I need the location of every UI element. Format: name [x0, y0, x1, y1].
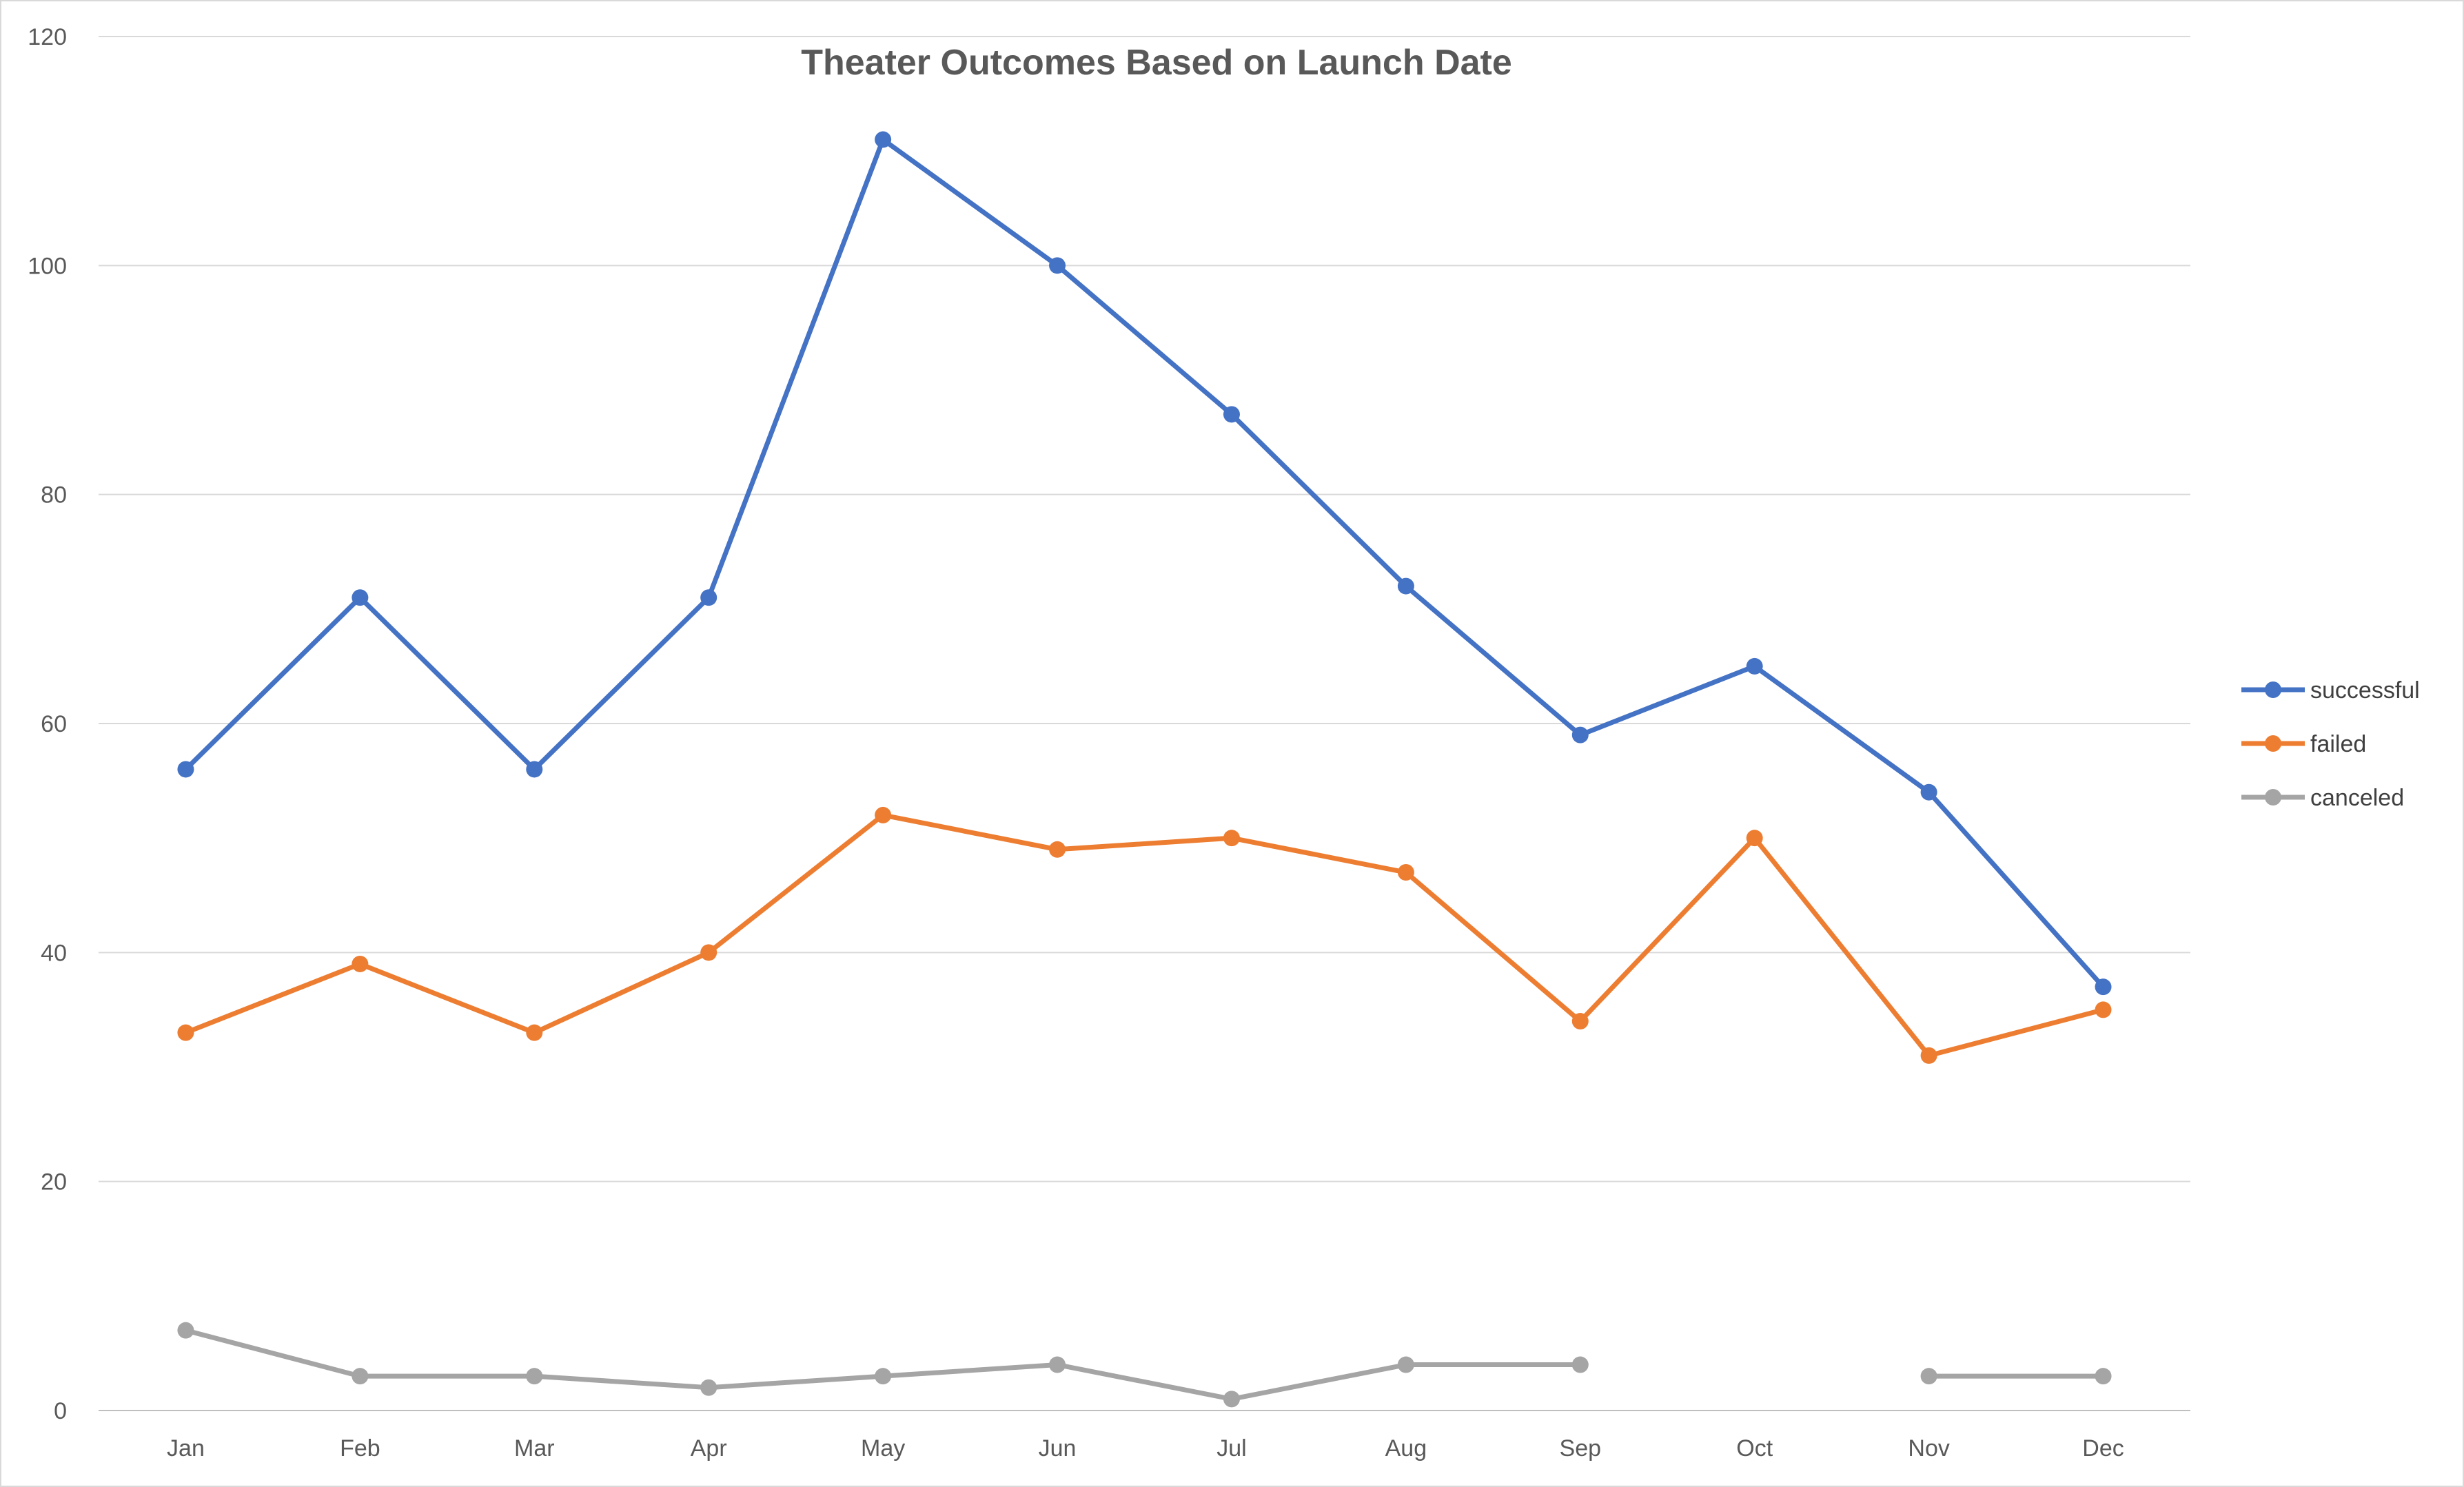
series-line [183, 137, 2106, 989]
data-point [875, 1368, 892, 1385]
x-tick-label: Mar [514, 1435, 555, 1462]
x-tick-label: Oct [1736, 1435, 1773, 1462]
legend-label: successful [2310, 677, 2420, 704]
data-point [1571, 1356, 1589, 1373]
legend-item-successful: successful [2241, 677, 2420, 704]
x-tick-label: Aug [1385, 1435, 1427, 1462]
series-canceled [177, 1322, 2112, 1408]
legend-label: failed [2310, 731, 2366, 757]
data-point [1049, 841, 1066, 858]
data-point [1049, 257, 1066, 274]
series-failed [177, 806, 2112, 1064]
x-tick-label: Dec [2082, 1435, 2124, 1462]
legend-item-canceled: canceled [2241, 785, 2404, 811]
legend-marker [2265, 789, 2281, 806]
legend-marker [2265, 735, 2281, 752]
y-tick-label: 40 [41, 940, 67, 966]
data-point [2095, 978, 2112, 996]
legend: successful failed canceled [2241, 677, 2420, 811]
legend-item-failed: failed [2241, 731, 2366, 757]
data-point [1571, 726, 1589, 744]
x-tick-label: Feb [340, 1435, 380, 1462]
data-point [352, 589, 369, 606]
data-point [526, 761, 543, 778]
y-tick-label: 20 [41, 1169, 67, 1196]
series-successful [177, 131, 2112, 996]
data-point [177, 1024, 194, 1041]
chart-title: Theater Outcomes Based on Launch Date [801, 43, 1512, 83]
data-point [1397, 577, 1414, 595]
data-point [1223, 406, 1240, 423]
legend-marker [2265, 681, 2281, 698]
x-tick-label: Apr [691, 1435, 727, 1462]
x-tick-label: Jul [1216, 1435, 1246, 1462]
data-point [2095, 1368, 2112, 1385]
axes: 0 20 40 60 80 100 120 Jan Feb Mar Apr May Jun Jul Aug S… [28, 24, 2124, 1462]
data-point [526, 1368, 543, 1385]
data-point [177, 761, 194, 778]
x-tick-label: Jun [1039, 1435, 1077, 1462]
data-point [352, 1368, 369, 1385]
data-point [1746, 657, 1763, 675]
series-lines [177, 131, 2112, 1408]
data-point [1397, 864, 1414, 881]
data-point [700, 1379, 717, 1396]
gridlines [99, 36, 2190, 1411]
x-tick-label: Jan [167, 1435, 205, 1462]
data-point [875, 806, 892, 823]
y-tick-label: 80 [41, 482, 67, 509]
data-point [1746, 830, 1763, 847]
y-tick-label: 120 [28, 24, 67, 50]
y-tick-label: 60 [41, 711, 67, 737]
data-point [526, 1024, 543, 1041]
data-point [700, 589, 717, 606]
data-point [1920, 1368, 1937, 1385]
x-tick-label: Nov [1908, 1435, 1949, 1462]
data-point [352, 955, 369, 972]
data-point [1223, 1391, 1240, 1408]
data-point [2095, 1001, 2112, 1018]
data-point [1397, 1356, 1414, 1373]
x-tick-label: May [861, 1435, 905, 1462]
data-point [1571, 1013, 1589, 1030]
y-tick-label: 0 [54, 1398, 67, 1424]
series-line [183, 812, 2106, 1058]
data-point [875, 131, 892, 148]
data-point [1049, 1356, 1066, 1373]
data-point [1920, 783, 1937, 801]
y-tick-label: 100 [28, 253, 67, 279]
data-point [177, 1322, 194, 1339]
legend-label: canceled [2310, 785, 2404, 811]
data-point [1920, 1047, 1937, 1064]
data-point [700, 944, 717, 961]
data-point [1223, 830, 1240, 847]
x-tick-label: Sep [1560, 1435, 1602, 1462]
